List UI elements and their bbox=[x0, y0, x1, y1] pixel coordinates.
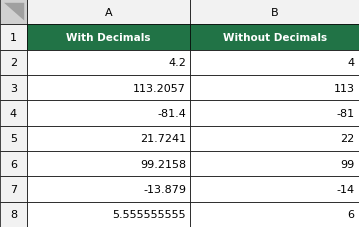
Bar bbox=[0, 0, 27, 25]
Bar bbox=[27, 0, 190, 25]
Text: -81: -81 bbox=[337, 109, 355, 118]
Text: 22: 22 bbox=[340, 134, 355, 144]
Text: 5: 5 bbox=[10, 134, 17, 144]
Bar bbox=[0, 202, 27, 227]
Bar bbox=[190, 177, 359, 202]
Bar bbox=[27, 177, 190, 202]
Bar bbox=[27, 25, 190, 50]
Text: B: B bbox=[271, 8, 279, 17]
Text: 113: 113 bbox=[334, 83, 355, 93]
Text: 21.7241: 21.7241 bbox=[140, 134, 186, 144]
Text: 8: 8 bbox=[10, 210, 17, 219]
Bar bbox=[190, 101, 359, 126]
Bar bbox=[0, 126, 27, 151]
Text: 7: 7 bbox=[10, 184, 17, 194]
Bar bbox=[190, 50, 359, 76]
Bar bbox=[190, 0, 359, 25]
Bar bbox=[190, 25, 359, 50]
Bar bbox=[27, 126, 190, 151]
Bar bbox=[27, 202, 190, 227]
Text: 5.555555555: 5.555555555 bbox=[112, 210, 186, 219]
Text: 4: 4 bbox=[348, 58, 355, 68]
Text: 1: 1 bbox=[10, 33, 17, 43]
Bar bbox=[0, 76, 27, 101]
Text: A: A bbox=[105, 8, 112, 17]
Bar bbox=[27, 101, 190, 126]
Text: -14: -14 bbox=[337, 184, 355, 194]
Text: 3: 3 bbox=[10, 83, 17, 93]
Bar bbox=[0, 151, 27, 177]
Bar bbox=[27, 76, 190, 101]
Bar bbox=[190, 126, 359, 151]
Bar bbox=[0, 101, 27, 126]
Text: 99.2158: 99.2158 bbox=[140, 159, 186, 169]
Bar bbox=[190, 76, 359, 101]
Bar bbox=[0, 25, 27, 50]
Text: 2: 2 bbox=[10, 58, 17, 68]
Text: 6: 6 bbox=[10, 159, 17, 169]
Polygon shape bbox=[4, 4, 24, 21]
Text: -81.4: -81.4 bbox=[157, 109, 186, 118]
Text: -13.879: -13.879 bbox=[143, 184, 186, 194]
Bar bbox=[27, 151, 190, 177]
Bar bbox=[190, 151, 359, 177]
Bar bbox=[0, 50, 27, 76]
Bar bbox=[0, 177, 27, 202]
Text: 113.2057: 113.2057 bbox=[133, 83, 186, 93]
Text: Without Decimals: Without Decimals bbox=[223, 33, 327, 43]
Bar bbox=[190, 202, 359, 227]
Text: 6: 6 bbox=[348, 210, 355, 219]
Text: With Decimals: With Decimals bbox=[66, 33, 151, 43]
Text: 4.2: 4.2 bbox=[168, 58, 186, 68]
Bar bbox=[27, 50, 190, 76]
Text: 99: 99 bbox=[340, 159, 355, 169]
Text: 4: 4 bbox=[10, 109, 17, 118]
